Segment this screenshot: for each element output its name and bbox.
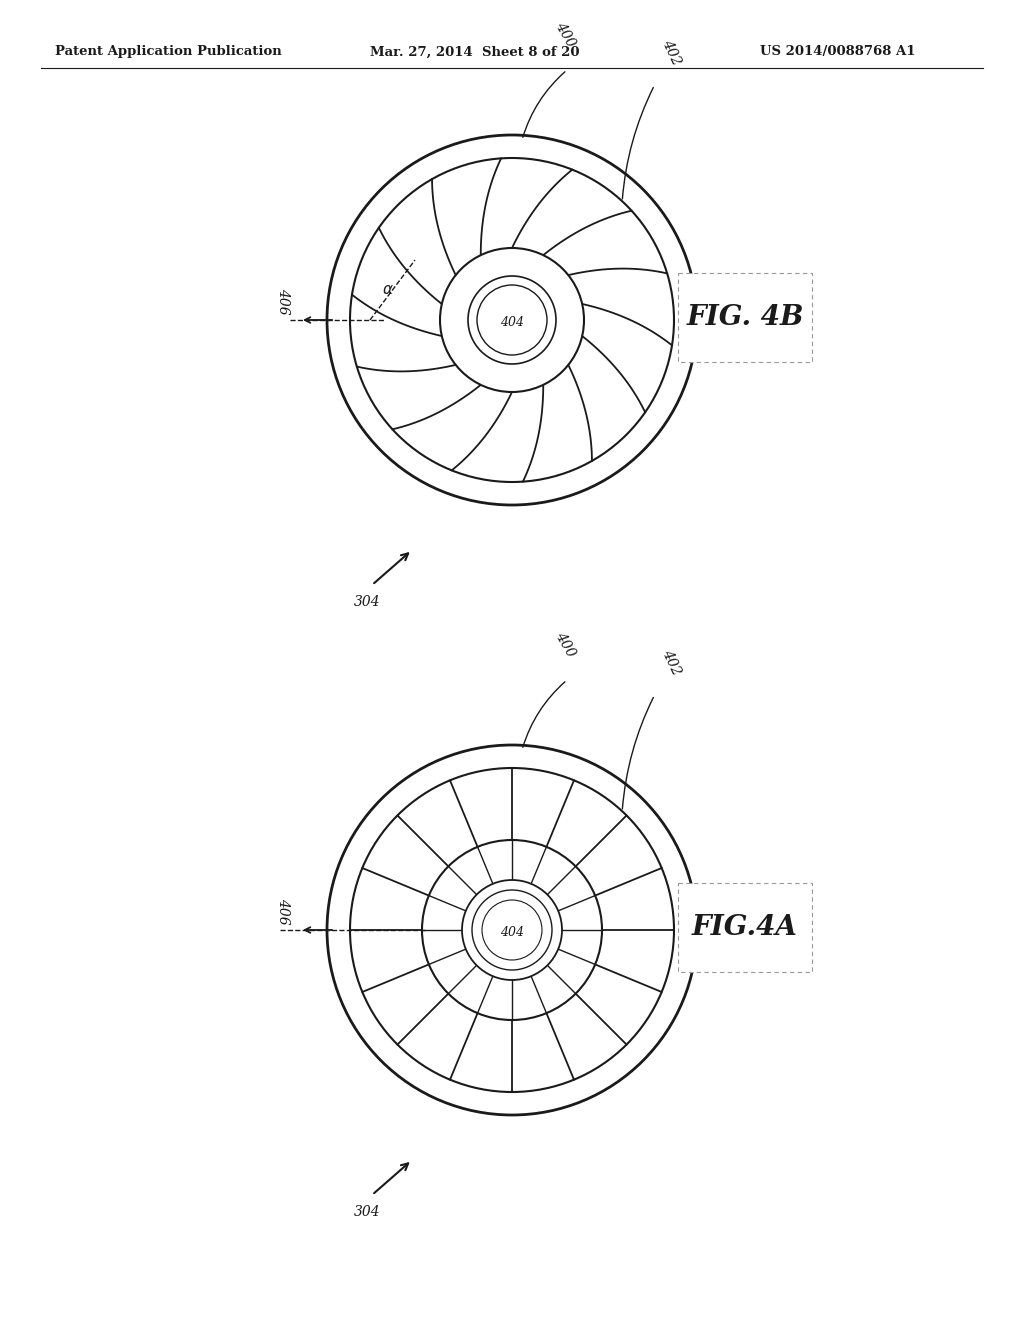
Text: 304: 304 xyxy=(353,595,380,609)
Circle shape xyxy=(472,890,552,970)
Text: FIG.4A: FIG.4A xyxy=(692,913,798,941)
Circle shape xyxy=(327,744,697,1115)
Circle shape xyxy=(350,768,674,1092)
FancyBboxPatch shape xyxy=(678,883,812,972)
Text: US 2014/0088768 A1: US 2014/0088768 A1 xyxy=(760,45,915,58)
Text: 402: 402 xyxy=(659,37,683,67)
Circle shape xyxy=(327,135,697,506)
Circle shape xyxy=(422,840,602,1020)
Text: 404: 404 xyxy=(500,315,524,329)
Text: 400: 400 xyxy=(552,20,578,50)
Text: 400: 400 xyxy=(552,630,578,660)
Circle shape xyxy=(350,158,674,482)
Text: $\alpha$: $\alpha$ xyxy=(382,282,394,297)
Circle shape xyxy=(462,880,562,979)
Circle shape xyxy=(477,285,547,355)
Text: FIG. 4B: FIG. 4B xyxy=(686,304,804,331)
Text: 406: 406 xyxy=(276,899,290,925)
Text: 304: 304 xyxy=(353,1205,380,1218)
Text: Patent Application Publication: Patent Application Publication xyxy=(55,45,282,58)
Circle shape xyxy=(440,248,584,392)
Text: Mar. 27, 2014  Sheet 8 of 20: Mar. 27, 2014 Sheet 8 of 20 xyxy=(370,45,580,58)
Text: 402: 402 xyxy=(659,647,683,677)
FancyBboxPatch shape xyxy=(678,273,812,362)
Text: 406: 406 xyxy=(276,288,290,315)
Text: 404: 404 xyxy=(500,925,524,939)
Circle shape xyxy=(468,276,556,364)
Circle shape xyxy=(482,900,542,960)
